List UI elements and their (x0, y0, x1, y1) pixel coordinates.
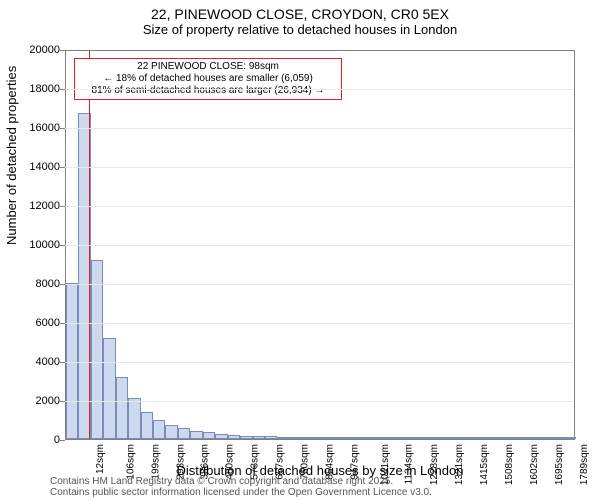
histogram-bar (377, 437, 389, 439)
histogram-bar (439, 437, 451, 439)
histogram-bar (91, 260, 103, 439)
gridline (65, 401, 573, 402)
credit-line-1: Contains HM Land Registry data © Crown c… (50, 476, 432, 487)
annotation-line-2: ← 18% of detached houses are smaller (6,… (79, 73, 337, 85)
ytick-label: 6000 (20, 317, 60, 329)
histogram-bar (526, 437, 538, 439)
ytick-label: 0 (20, 434, 60, 446)
xtick-label: 1789sqm (579, 444, 590, 485)
histogram-bar (315, 437, 327, 439)
histogram-bar (489, 437, 501, 439)
gridline (65, 362, 573, 363)
histogram-bar (253, 436, 265, 439)
y-axis-label: Number of detached properties (4, 66, 19, 245)
ytick-mark (60, 440, 65, 441)
ytick-label: 2000 (20, 395, 60, 407)
gridline (65, 206, 573, 207)
histogram-bar (215, 434, 227, 439)
gridline (65, 167, 573, 168)
gridline (65, 284, 573, 285)
gridline (65, 89, 573, 90)
chart-container: 22, PINEWOOD CLOSE, CROYDON, CR0 5EX Siz… (0, 0, 600, 500)
credit-text: Contains HM Land Registry data © Crown c… (50, 476, 432, 498)
histogram-bar (203, 432, 215, 439)
ytick-label: 12000 (20, 200, 60, 212)
histogram-bar (228, 435, 240, 439)
histogram-bar (128, 398, 140, 439)
histogram-bar (66, 283, 78, 439)
histogram-bar (265, 436, 277, 439)
gridline (65, 128, 573, 129)
histogram-bar (103, 338, 115, 439)
ytick-label: 18000 (20, 83, 60, 95)
ytick-label: 4000 (20, 356, 60, 368)
ytick-mark (60, 50, 65, 51)
ytick-label: 10000 (20, 239, 60, 251)
histogram-bar (501, 437, 513, 439)
histogram-bar (153, 420, 165, 440)
histogram-bar (290, 437, 302, 439)
ytick-label: 16000 (20, 122, 60, 134)
histogram-bar (116, 377, 128, 439)
histogram-bar (389, 437, 401, 439)
ytick-label: 20000 (20, 44, 60, 56)
histogram-bar (414, 437, 426, 439)
histogram-bar (551, 437, 563, 439)
histogram-bar (427, 437, 439, 439)
histogram-bar (464, 437, 476, 439)
ytick-label: 8000 (20, 278, 60, 290)
histogram-bar (514, 437, 526, 439)
histogram-bar (190, 431, 202, 439)
credit-line-2: Contains public sector information licen… (50, 487, 432, 498)
histogram-bar (452, 437, 464, 439)
gridline (65, 245, 573, 246)
histogram-bar (364, 437, 376, 439)
histogram-bar (302, 437, 314, 439)
histogram-bar (327, 437, 339, 439)
histogram-bar (277, 437, 289, 439)
histogram-bar (178, 428, 190, 439)
histogram-bar (539, 437, 551, 439)
annotation-line-3: 81% of semi-detached houses are larger (… (79, 85, 337, 97)
ytick-label: 14000 (20, 161, 60, 173)
histogram-bar (352, 437, 364, 439)
annotation-box: 22 PINEWOOD CLOSE: 98sqm ← 18% of detach… (74, 58, 342, 100)
annotation-line-1: 22 PINEWOOD CLOSE: 98sqm (79, 61, 337, 73)
histogram-bar (240, 436, 252, 440)
histogram-bar (340, 437, 352, 439)
gridline (65, 323, 573, 324)
histogram-bar (141, 412, 153, 439)
histogram-bar (402, 437, 414, 439)
histogram-bar (165, 425, 177, 439)
title-line-1: 22, PINEWOOD CLOSE, CROYDON, CR0 5EX (0, 0, 600, 22)
histogram-bar (476, 437, 488, 439)
title-line-2: Size of property relative to detached ho… (0, 22, 600, 37)
histogram-bar (563, 437, 575, 439)
